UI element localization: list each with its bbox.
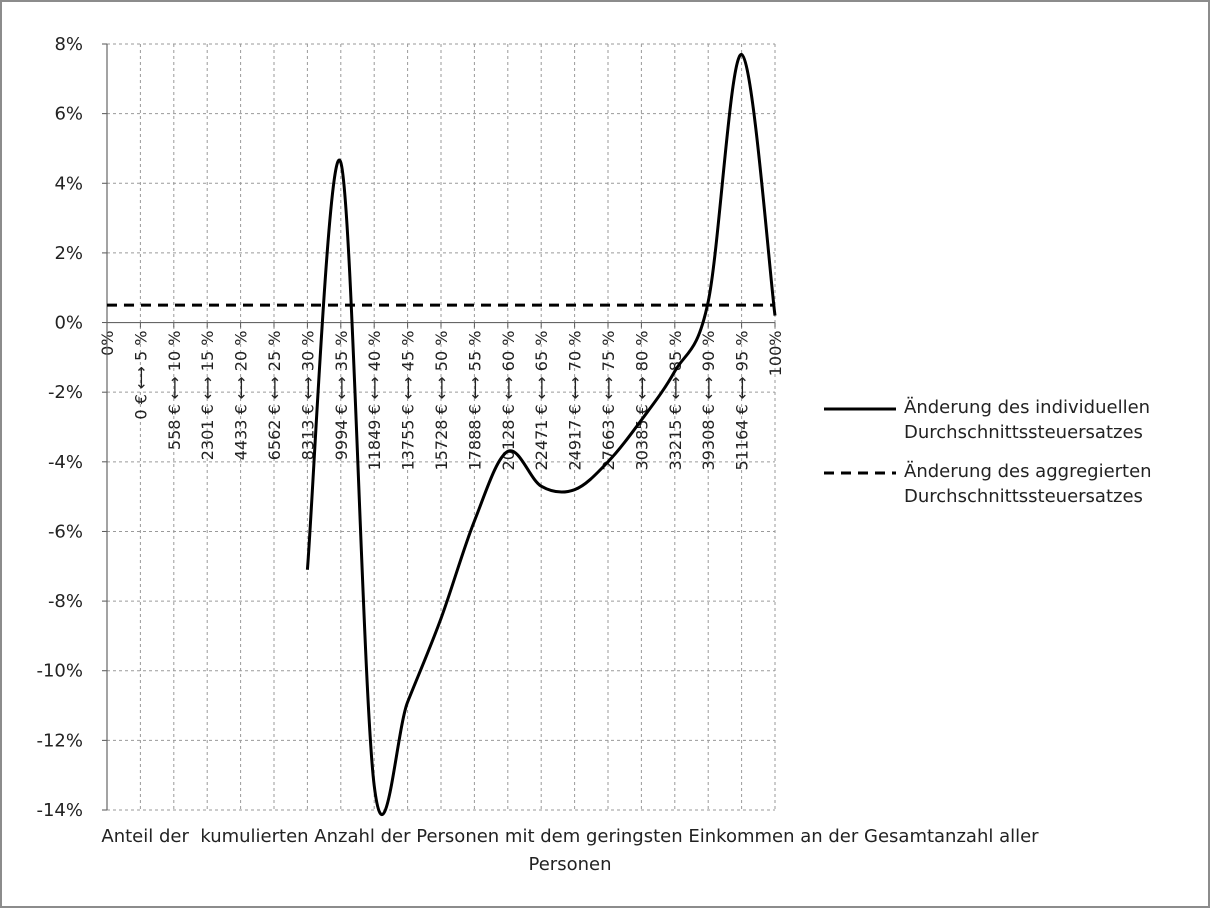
x-tick-label: 27663 € ⟷ 75 % bbox=[599, 331, 618, 471]
x-tick-label: 9994 € ⟷ 35 % bbox=[332, 331, 351, 461]
x-tick-label: 22471 € ⟷ 65 % bbox=[532, 331, 551, 471]
x-tick-label: 100% bbox=[766, 331, 785, 377]
x-tick-label: 6562 € ⟷ 25 % bbox=[265, 331, 284, 461]
y-tick-label: -14% bbox=[36, 800, 83, 821]
y-tick-label: -4% bbox=[48, 452, 83, 473]
x-tick-label: 24917 € ⟷ 70 % bbox=[566, 331, 585, 471]
y-tick-label: -8% bbox=[48, 591, 83, 612]
y-tick-label: 0% bbox=[54, 313, 83, 334]
x-tick-label: 51164 € ⟷ 95 % bbox=[733, 331, 752, 471]
x-tick-label: 11849 € ⟷ 40 % bbox=[365, 331, 384, 471]
y-tick-label: 8% bbox=[54, 34, 83, 55]
x-axis-title: Anteil der kumulierten Anzahl der Person… bbox=[101, 826, 1045, 875]
x-tick-label: 8313 € ⟷ 30 % bbox=[298, 331, 317, 461]
legend-label: Änderung des aggregierten Durchschnittss… bbox=[904, 461, 1152, 507]
y-tick-label: -2% bbox=[48, 382, 83, 403]
series-line bbox=[305, 52, 777, 817]
x-tick-label: 39308 € ⟷ 90 % bbox=[699, 331, 718, 471]
x-tick-label: 20128 € ⟷ 60 % bbox=[499, 331, 518, 471]
legend: Änderung des individuellen Durchschnitts… bbox=[822, 395, 1210, 523]
y-tick-label: 2% bbox=[54, 243, 83, 264]
y-tick-label: -12% bbox=[36, 730, 83, 751]
legend-item: Änderung des aggregierten Durchschnittss… bbox=[822, 459, 1210, 509]
x-tick-label: 33215 € ⟷ 85 % bbox=[666, 331, 685, 471]
x-tick-label: 30385 € ⟷ 80 % bbox=[632, 331, 651, 471]
x-tick-label: 558 € ⟷ 10 % bbox=[165, 331, 184, 451]
x-tick-label: 0 € ⟷ 5 % bbox=[131, 331, 150, 420]
legend-item: Änderung des individuellen Durchschnitts… bbox=[822, 395, 1210, 445]
x-tick-label: 15728 € ⟷ 50 % bbox=[432, 331, 451, 471]
legend-swatch bbox=[824, 407, 896, 411]
y-tick-label: -6% bbox=[48, 521, 83, 542]
x-tick-label: 4433 € ⟷ 20 % bbox=[232, 331, 251, 461]
y-tick-label: 4% bbox=[54, 173, 83, 194]
x-tick-label: 2301 € ⟷ 15 % bbox=[198, 331, 217, 461]
y-tick-label: -10% bbox=[36, 661, 83, 682]
y-tick-label: 6% bbox=[54, 104, 83, 125]
legend-label: Änderung des individuellen Durchschnitts… bbox=[904, 397, 1151, 443]
x-tick-label: 13755 € ⟷ 45 % bbox=[399, 331, 418, 471]
legend-swatch bbox=[824, 471, 896, 475]
x-tick-label: 17888 € ⟷ 55 % bbox=[465, 331, 484, 471]
